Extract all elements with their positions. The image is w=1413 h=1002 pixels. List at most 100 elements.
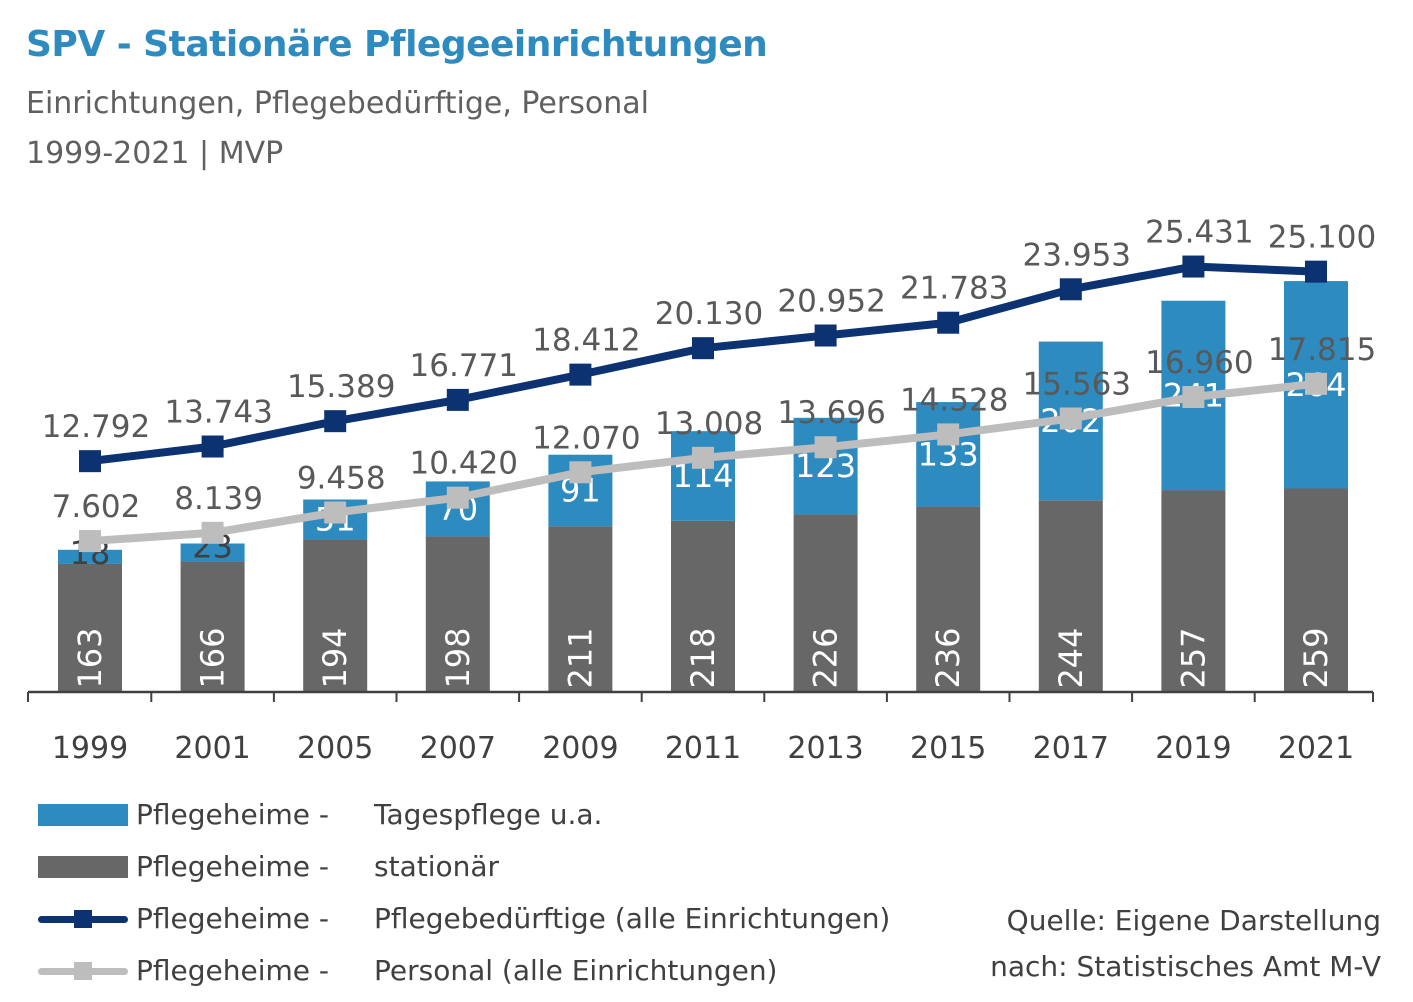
- bar-label-stationaer: 194: [316, 627, 354, 688]
- marker-pflegebeduerftige: [814, 324, 837, 347]
- legend-item-stationaer: Pflegeheime - stationär: [36, 848, 936, 888]
- chart-period: 1999-2021 | MVP: [26, 136, 284, 171]
- bar-tagespflege: [916, 402, 981, 507]
- x-tick-label: 2017: [1033, 731, 1109, 766]
- bar-tagespflege: [671, 431, 735, 521]
- legend-label: Personal (alle Einrichtungen): [374, 954, 778, 987]
- marker-personal: [1305, 372, 1327, 395]
- label-pflegebeduerftige: 16.771: [410, 348, 518, 384]
- label-pflegebeduerftige: 15.389: [287, 369, 395, 405]
- x-tick-label: 2011: [665, 731, 741, 766]
- legend-swatch-pflegebeduerftige: [36, 900, 130, 940]
- marker-personal: [692, 446, 714, 469]
- legend-swatch-stationaer: [36, 848, 130, 888]
- marker-pflegebeduerftige: [1182, 255, 1205, 278]
- legend-label: Tagespflege u.a.: [374, 798, 603, 831]
- bar-label-stationaer: 257: [1174, 627, 1212, 688]
- label-personal: 14.528: [900, 382, 1008, 418]
- bar-stationaer: [180, 561, 245, 692]
- bar-label-stationaer: 211: [561, 627, 599, 688]
- legend-label: stationär: [374, 850, 500, 883]
- label-personal: 16.960: [1145, 345, 1253, 381]
- bar-stationaer: [1038, 500, 1103, 692]
- x-tick-label: 2001: [174, 731, 250, 766]
- label-pflegebeduerftige: 25.431: [1145, 215, 1253, 251]
- x-tick-label: 2019: [1155, 731, 1231, 766]
- label-personal: 15.563: [1023, 366, 1131, 402]
- bar-label-stationaer: 218: [684, 627, 722, 688]
- legend-prefix: Pflegeheime -: [136, 798, 330, 831]
- source-line-2: nach: Statistisches Amt M-V: [990, 950, 1381, 983]
- bar-stationaer: [671, 520, 735, 692]
- label-pflegebeduerftige: 23.953: [1023, 237, 1131, 273]
- label-personal: 10.420: [410, 446, 518, 482]
- marker-pflegebeduerftige: [446, 388, 469, 411]
- bar-stationaer: [1284, 488, 1348, 692]
- marker-pflegebeduerftige: [1305, 260, 1327, 283]
- bar-stationaer: [303, 539, 368, 692]
- bar-label-stationaer: 226: [807, 627, 845, 688]
- label-pflegebeduerftige: 13.743: [164, 395, 272, 431]
- bar-tagespflege: [58, 549, 122, 564]
- legend-item-personal: Pflegeheime - Personal (alle Einrichtung…: [36, 952, 936, 992]
- marker-pflegebeduerftige: [692, 337, 714, 360]
- marker-pflegebeduerftige: [79, 450, 101, 473]
- label-pflegebeduerftige: 18.412: [532, 323, 640, 359]
- x-tick-label: 2005: [297, 731, 373, 766]
- source-note: Quelle: Eigene Darstellung nach: Statist…: [990, 898, 1381, 990]
- legend-swatch-personal: [36, 952, 130, 992]
- label-personal: 9.458: [297, 460, 386, 496]
- label-personal: 12.070: [532, 420, 640, 456]
- bar-stationaer: [1161, 490, 1226, 692]
- label-pflegebeduerftige: 21.783: [900, 271, 1008, 307]
- source-line-1: Quelle: Eigene Darstellung: [1006, 904, 1381, 937]
- bar-stationaer: [548, 526, 613, 692]
- x-tick-label: 2009: [542, 731, 618, 766]
- legend-prefix: Pflegeheime -: [136, 902, 330, 935]
- x-tick-label: 1999: [52, 731, 128, 766]
- x-tick-label: 2021: [1278, 731, 1354, 766]
- marker-pflegebeduerftige: [569, 363, 592, 386]
- legend-swatch-tagespflege: [36, 796, 130, 836]
- marker-personal: [79, 530, 101, 553]
- label-pflegebeduerftige: 12.792: [42, 409, 150, 445]
- marker-pflegebeduerftige: [937, 311, 960, 334]
- marker-personal: [201, 521, 224, 544]
- label-pflegebeduerftige: 25.100: [1268, 220, 1376, 256]
- bar-tagespflege: [180, 543, 245, 562]
- bar-label-stationaer: 244: [1052, 627, 1090, 688]
- legend-label: Pflegebedürftige (alle Einrichtungen): [374, 902, 891, 935]
- bar-label-stationaer: 236: [929, 627, 967, 688]
- label-personal: 13.696: [777, 395, 885, 431]
- marker-personal: [1182, 385, 1205, 408]
- label-personal: 17.815: [1268, 332, 1376, 368]
- marker-personal: [569, 461, 592, 484]
- bar-stationaer: [793, 514, 858, 692]
- bar-label-stationaer: 259: [1297, 627, 1335, 688]
- bar-label-stationaer: 198: [439, 627, 477, 688]
- label-personal: 7.602: [52, 489, 141, 525]
- marker-personal: [1059, 407, 1082, 430]
- x-tick-label: 2007: [420, 731, 496, 766]
- marker-pflegebeduerftige: [324, 410, 347, 433]
- marker-pflegebeduerftige: [1059, 278, 1082, 301]
- label-pflegebeduerftige: 20.130: [655, 296, 763, 332]
- bar-stationaer: [916, 506, 981, 692]
- marker-pflegebeduerftige: [201, 435, 224, 458]
- marker-personal: [324, 501, 347, 524]
- chart-title: SPV - Stationäre Pflegeeinrichtungen: [26, 24, 768, 65]
- bar-stationaer: [58, 563, 122, 692]
- legend-prefix: Pflegeheime -: [136, 850, 330, 883]
- marker-personal: [814, 436, 837, 459]
- label-pflegebeduerftige: 20.952: [777, 284, 885, 320]
- marker-personal: [937, 423, 960, 446]
- bar-stationaer: [425, 536, 490, 692]
- bar-label-stationaer: 163: [71, 627, 109, 688]
- chart-subtitle: Einrichtungen, Pflegebedürftige, Persona…: [26, 86, 649, 121]
- legend-item-pflegebeduerftige: Pflegeheime - Pflegebedürftige (alle Ein…: [36, 900, 936, 940]
- label-personal: 13.008: [655, 406, 763, 442]
- legend-item-tagespflege: Pflegeheime - Tagespflege u.a.: [36, 796, 936, 836]
- label-personal: 8.139: [174, 481, 263, 517]
- legend-prefix: Pflegeheime -: [136, 954, 330, 987]
